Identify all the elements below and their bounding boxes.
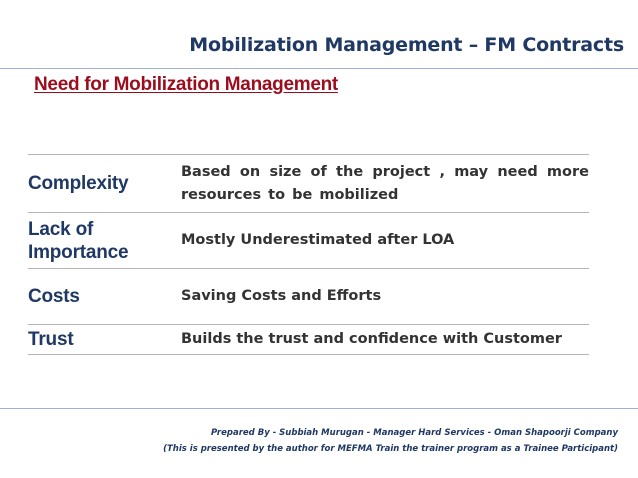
footer-divider [0, 408, 638, 409]
needs-table: Complexity Based on size of the project … [28, 154, 589, 355]
row-description: Saving Costs and Efforts [181, 288, 382, 304]
slide-title: Mobilization Management – FM Contracts [189, 34, 624, 56]
row-label: Costs [28, 286, 80, 307]
header-divider [0, 68, 638, 69]
table-row: Costs Saving Costs and Efforts [28, 269, 589, 325]
table-row: Complexity Based on size of the project … [28, 155, 589, 213]
table-row: Trust Builds the trust and confidence wi… [28, 325, 589, 355]
row-description: Based on size of the project , may need … [181, 163, 589, 203]
row-description: Builds the trust and confidence with Cus… [181, 331, 562, 347]
footer-note: (This is presented by the author for MEF… [163, 444, 618, 454]
row-label: Complexity [28, 173, 129, 194]
footer-prepared-by: Prepared By - Subbiah Murugan - Manager … [210, 428, 618, 438]
slide-subtitle: Need for Mobilization Management [34, 74, 338, 95]
row-description: Mostly Underestimated after LOA [181, 232, 455, 248]
table-row: Lack of Importance Mostly Underestimated… [28, 213, 589, 269]
row-label: Lack of Importance [28, 218, 129, 263]
row-label: Trust [28, 329, 74, 350]
